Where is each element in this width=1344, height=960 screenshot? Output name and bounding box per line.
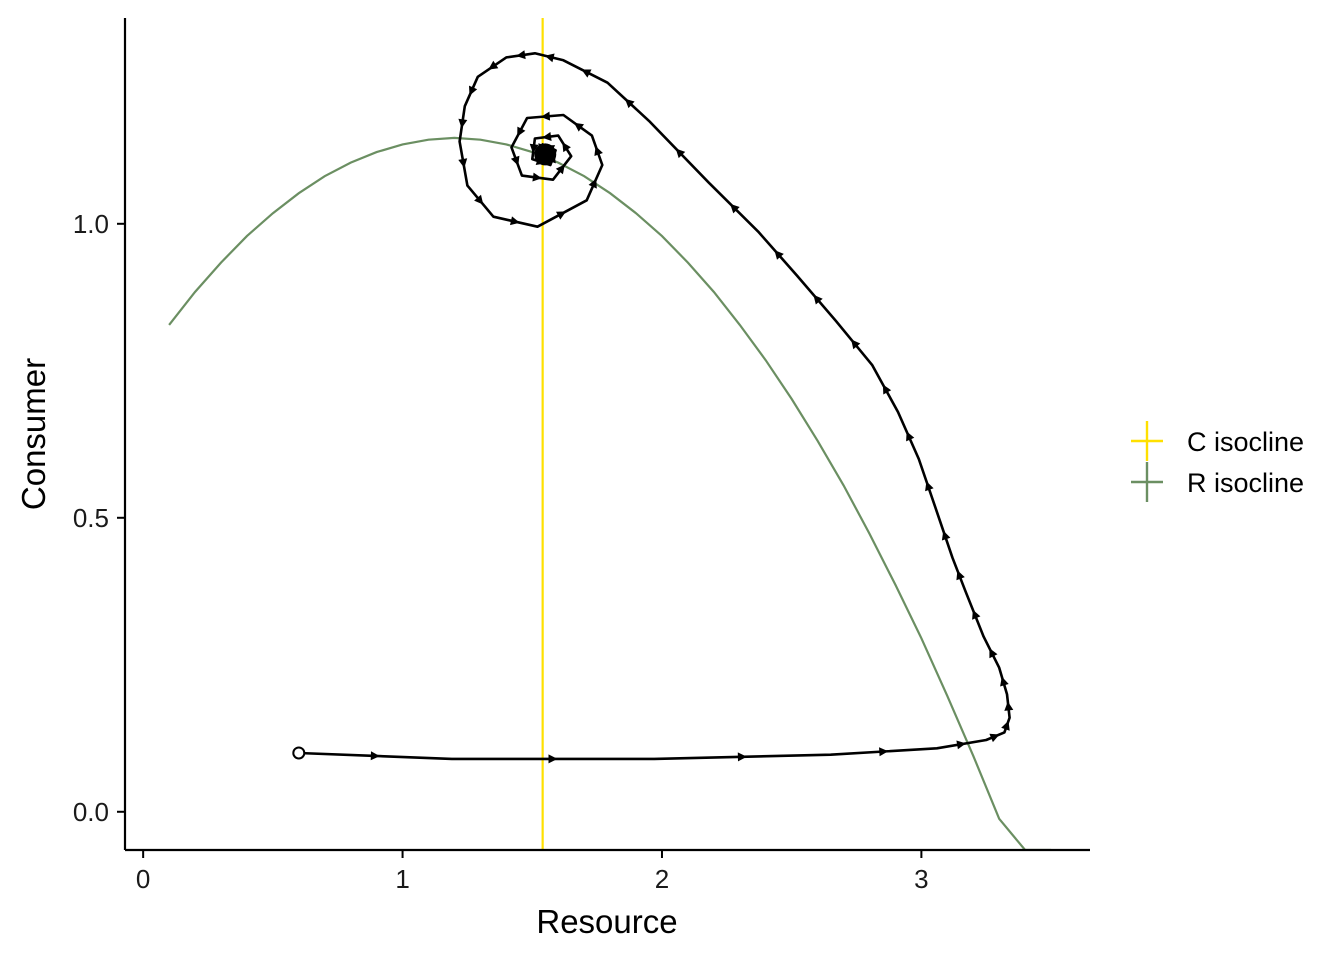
y-tick-label: 0.5: [73, 503, 109, 533]
legend: C isocline R isocline: [1131, 421, 1304, 502]
trajectory-arrow: [581, 69, 592, 78]
trajectory-arrow: [542, 132, 552, 141]
legend-label: C isocline: [1187, 427, 1304, 457]
trajectory-arrow: [925, 481, 934, 492]
trajectory-arrow: [517, 126, 526, 137]
trajectory-arrow: [941, 530, 951, 541]
trajectory-arrow: [469, 85, 478, 96]
equilibrium-point: [534, 143, 557, 166]
trajectory-arrow: [474, 194, 484, 205]
x-tick-label: 0: [136, 864, 150, 894]
trajectory-arrow: [556, 211, 567, 220]
trajectory-path: [298, 52, 1011, 761]
trajectory-arrow: [906, 431, 915, 442]
x-axis-title: Resource: [536, 903, 677, 940]
trajectory-arrow: [532, 172, 542, 182]
trajectory-arrow: [1004, 701, 1014, 711]
trajectory-arrow: [956, 740, 966, 750]
trajectory-arrow: [624, 98, 635, 109]
x-tick-label: 1: [395, 864, 409, 894]
trajectory-arrow: [956, 570, 965, 581]
trajectory-arrow: [562, 142, 571, 153]
trajectory-arrow: [972, 609, 981, 620]
trajectory-start-point: [292, 746, 306, 760]
y-tick-label: 1.0: [73, 209, 109, 239]
trajectory-arrow: [370, 751, 380, 761]
trajectory-arrow: [555, 164, 565, 175]
trajectory-arrow: [879, 747, 889, 757]
x-tick-label: 2: [655, 864, 669, 894]
trajectory-arrow: [510, 216, 520, 226]
trajectory-arrow: [540, 111, 551, 121]
x-tick-label: 3: [914, 864, 928, 894]
y-tick-label: 0.0: [73, 797, 109, 827]
trajectory-arrow: [813, 294, 823, 305]
trajectory-arrow: [488, 60, 499, 70]
r-isocline-curve: [168, 136, 1052, 850]
trajectory-arrow: [588, 178, 597, 189]
trajectory-arrow: [851, 339, 861, 350]
trajectory-arrow: [989, 648, 998, 659]
trajectory-arrow: [730, 203, 740, 214]
trajectory-arrow: [529, 143, 539, 154]
trajectory-arrow: [510, 155, 520, 166]
trajectory-arrow: [989, 733, 1000, 743]
trajectory-arrow: [458, 158, 468, 168]
trajectory-arrow: [594, 146, 603, 156]
trajectory-arrow: [882, 384, 892, 395]
trajectory-arrow: [1000, 676, 1009, 687]
legend-label: R isocline: [1187, 468, 1304, 498]
trajectory-arrow: [544, 53, 555, 63]
trajectory-arrow: [516, 50, 526, 60]
trajectory-arrow: [675, 148, 686, 159]
trajectory-arrow: [458, 118, 468, 129]
trajectory-arrow: [774, 250, 784, 260]
trajectory-arrow: [1001, 720, 1010, 731]
y-axis-title: Consumer: [15, 358, 52, 510]
trajectory-arrow: [737, 752, 747, 762]
trajectory-arrow: [574, 122, 584, 132]
trajectory-arrow: [548, 754, 558, 764]
